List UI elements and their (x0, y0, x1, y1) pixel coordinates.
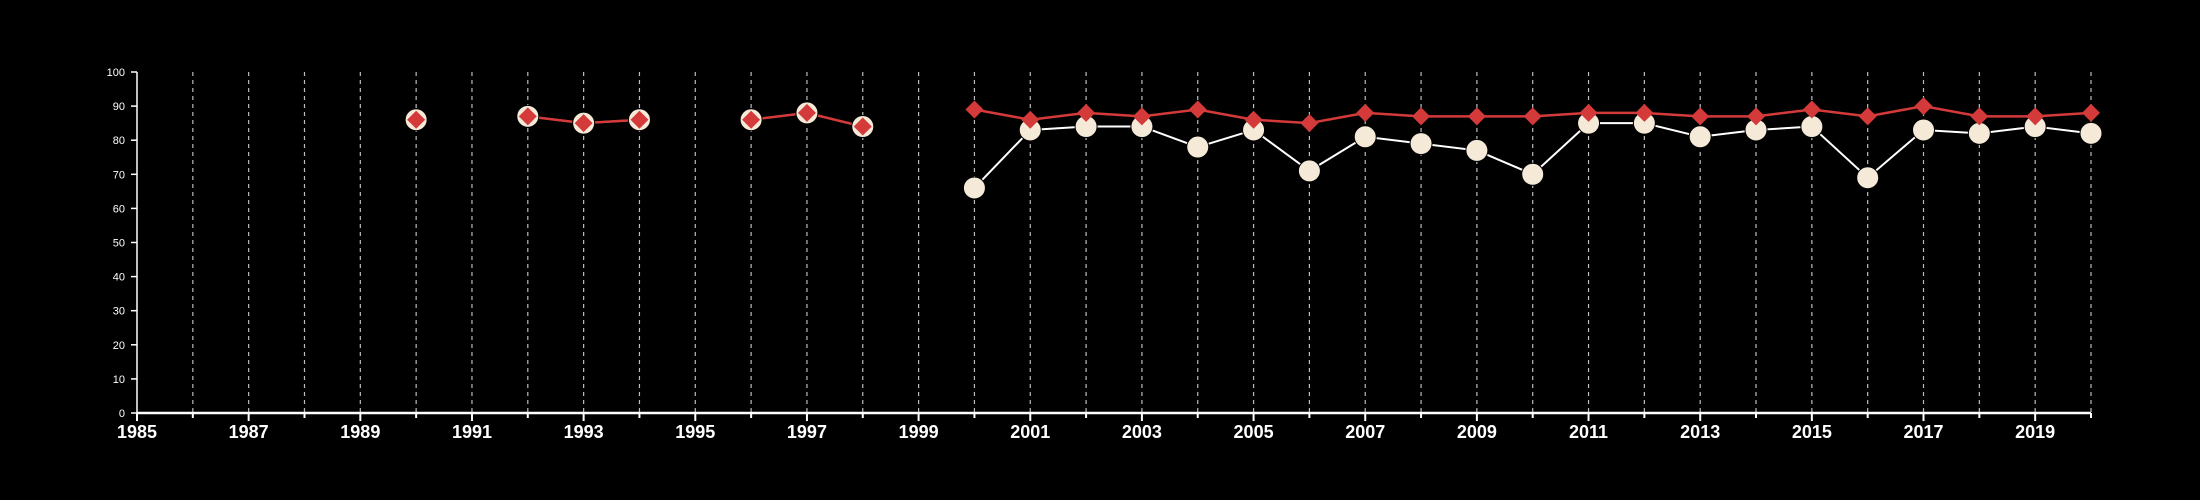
diamond-point-2007 (1356, 103, 1375, 122)
diamond-point-1996 (742, 110, 761, 129)
x-tick-label-1997: 1997 (787, 422, 827, 442)
circle-point-2009 (1465, 138, 1489, 162)
circle-point-2000 (962, 176, 986, 200)
x-tick-label-2003: 2003 (1122, 422, 1162, 442)
diamond-point-2020 (2082, 103, 2100, 122)
diamond-point-2009 (1467, 107, 1486, 126)
x-tick-label-1993: 1993 (564, 422, 604, 442)
diamond-point-1990 (407, 110, 426, 129)
diamond-point-2000 (965, 100, 984, 119)
y-tick-label-0: 0 (119, 408, 125, 420)
diamond-point-2018 (1970, 107, 1989, 126)
x-tick-label-2001: 2001 (1010, 422, 1050, 442)
y-tick-label-50: 50 (113, 238, 125, 250)
x-tick-label-1989: 1989 (340, 422, 380, 442)
series-layer (404, 97, 2103, 200)
circle-point-2020 (2079, 121, 2103, 145)
x-tick-label-2019: 2019 (2015, 422, 2055, 442)
circle-point-2018 (1967, 121, 1991, 145)
circle-point-2008 (1409, 132, 1433, 156)
x-tick-label-2013: 2013 (1680, 422, 1720, 442)
diamond-point-2013 (1691, 107, 1710, 126)
circle-point-2015 (1800, 115, 1824, 139)
diamond-point-2010 (1523, 107, 1542, 126)
diamond-point-2004 (1188, 100, 1207, 119)
circle-point-2016 (1856, 166, 1880, 190)
diamond-point-1997 (797, 103, 816, 122)
x-tick-label-2011: 2011 (1569, 422, 1608, 442)
diamond-point-2006 (1300, 114, 1319, 133)
y-tick-label-60: 60 (113, 203, 125, 215)
y-tick-label-80: 80 (113, 135, 125, 147)
x-tick-label-2005: 2005 (1234, 422, 1274, 442)
diamond-point-2005 (1244, 110, 1263, 129)
circle-point-2010 (1521, 162, 1545, 186)
x-tick-label-1985: 1985 (117, 422, 157, 442)
diamond-point-2019 (2026, 107, 2045, 126)
diamond-point-2016 (1858, 107, 1877, 126)
y-tick-label-70: 70 (113, 169, 125, 181)
x-tick-label-1995: 1995 (675, 422, 715, 442)
circle-point-2017 (1912, 118, 1936, 142)
diamond-point-1992 (518, 107, 537, 126)
x-tick-label-1999: 1999 (899, 422, 939, 442)
diamond-point-2011 (1579, 103, 1598, 122)
circle-point-2004 (1186, 135, 1210, 159)
x-tick-label-2015: 2015 (1792, 422, 1832, 442)
y-tick-label-90: 90 (113, 101, 125, 113)
diamond-point-2017 (1914, 97, 1933, 116)
y-tick-label-20: 20 (113, 340, 125, 352)
axis-layer: 0 10 20 30 40 50 60 70 80 90 100 1985 1987 1989 1991 19… (107, 67, 2092, 442)
x-tick-label-1991: 1991 (452, 422, 492, 442)
diamond-point-2012 (1635, 103, 1654, 122)
diamond-point-1994 (630, 110, 649, 129)
x-tick-label-2007: 2007 (1345, 422, 1385, 442)
diamond-point-2001 (1021, 110, 1040, 129)
circle-point-2006 (1297, 159, 1321, 183)
diamond-point-2015 (1802, 100, 1821, 119)
x-tick-label-2009: 2009 (1457, 422, 1497, 442)
y-tick-label-100: 100 (107, 67, 125, 79)
circle-point-2007 (1353, 125, 1377, 149)
diamond-point-2002 (1077, 103, 1096, 122)
diamond-point-1998 (853, 117, 872, 136)
diamond-point-2008 (1412, 107, 1431, 126)
y-tick-label-40: 40 (113, 272, 125, 284)
diamond-point-1993 (574, 114, 593, 133)
x-tick-label-1987: 1987 (229, 422, 269, 442)
x-tick-label-2017: 2017 (1903, 422, 1943, 442)
circle-point-2013 (1688, 125, 1712, 149)
y-tick-label-30: 30 (113, 306, 125, 318)
y-tick-label-10: 10 (113, 374, 125, 386)
diamond-point-2014 (1747, 107, 1766, 126)
diamond-point-2003 (1132, 107, 1151, 126)
